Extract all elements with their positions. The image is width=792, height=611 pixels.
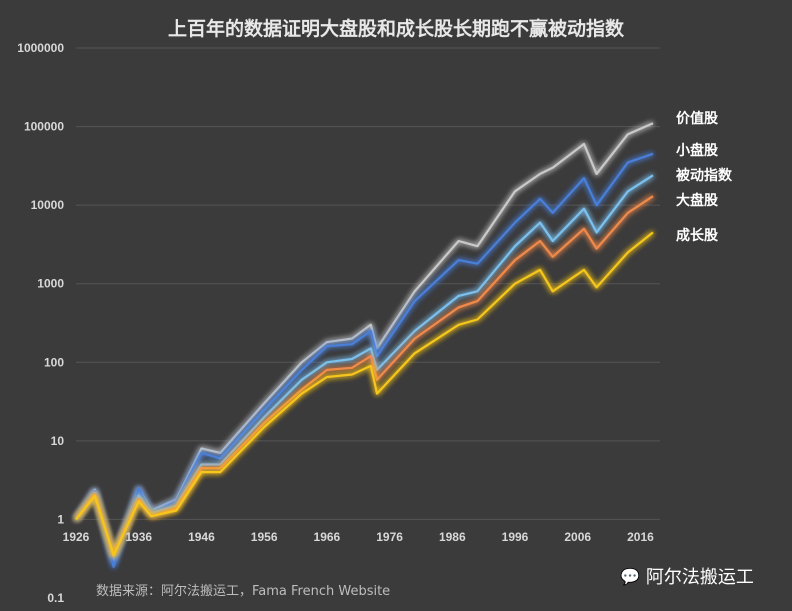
series-line-0: [75, 122, 654, 562]
x-tick-label: 1956: [251, 530, 278, 544]
wechat-icon: 💬: [620, 566, 640, 586]
y-tick-label: 10000: [31, 198, 65, 212]
series-line-2: [75, 174, 654, 557]
x-tick-label: 1926: [63, 530, 90, 544]
y-tick-label: 1000: [37, 277, 64, 291]
x-tick-label: 1996: [502, 530, 529, 544]
y-tick-label: 1000000: [17, 41, 64, 55]
series-label: 成长股: [676, 227, 719, 244]
series-label: 小盘股: [676, 142, 719, 159]
series-label: 价值股: [676, 110, 719, 127]
y-tick-label: 100000: [24, 120, 64, 134]
series-label: 被动指数: [676, 167, 733, 184]
data-source-note: 数据来源：阿尔法搬运工，Fama French Website: [96, 584, 391, 599]
x-tick-label: 1976: [376, 530, 403, 544]
series-label: 大盘股: [676, 192, 719, 209]
y-tick-label: 0.1: [47, 591, 64, 605]
brand-name: 阿尔法搬运工: [645, 567, 754, 588]
brand-watermark: 💬 阿尔法搬运工: [620, 563, 754, 589]
y-tick-label: 1: [57, 512, 64, 526]
series-line-3: [75, 195, 654, 557]
x-tick-label: 1936: [125, 530, 152, 544]
y-tick-label: 10: [51, 434, 65, 448]
series-line-4: [75, 231, 654, 557]
y-tick-label: 100: [44, 355, 64, 369]
x-tick-label: 2006: [564, 530, 591, 544]
x-tick-label: 1946: [188, 530, 215, 544]
x-tick-label: 1986: [439, 530, 466, 544]
x-tick-label: 2016: [627, 530, 654, 544]
chart-title: 上百年的数据证明大盘股和成长股长期跑不赢被动指数: [167, 18, 624, 40]
x-tick-label: 1966: [314, 530, 341, 544]
